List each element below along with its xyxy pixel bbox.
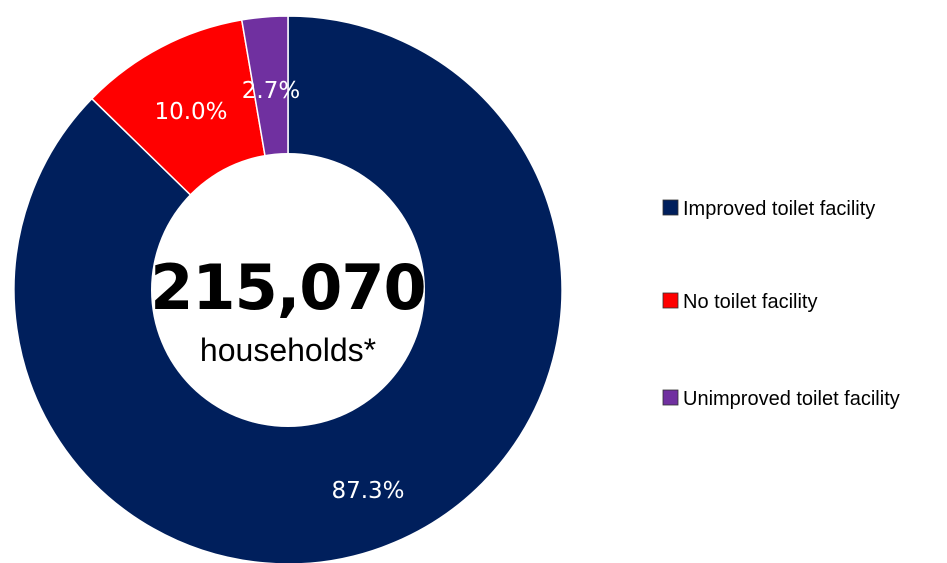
legend-swatch [662,292,679,309]
center-households-label: households* [200,332,376,368]
legend-item-unimproved-toilet-facility: Unimproved toilet facility [662,388,900,410]
legend-label: Improved toilet facility [683,198,875,220]
slice-labels: 87.3% 10.0% 2.7% [154,78,404,504]
legend-item-improved-toilet-facility: Improved toilet facility [662,198,875,220]
legend-swatch [662,389,679,406]
legend: Improved toilet facility No toilet facili… [662,198,900,410]
donut-hole [151,153,425,427]
legend-label: Unimproved toilet facility [683,388,900,410]
slice-label-no-toilet-facility: 10.0% [154,99,227,125]
center-total-households: 215,070 [150,251,425,324]
slice-label-improved-toilet-facility: 87.3% [331,478,404,504]
slice-label-unimproved-toilet-facility: 2.7% [242,78,300,104]
legend-label: No toilet facility [683,291,818,313]
legend-item-no-toilet-facility: No toilet facility [662,291,818,313]
legend-swatch [662,199,679,216]
